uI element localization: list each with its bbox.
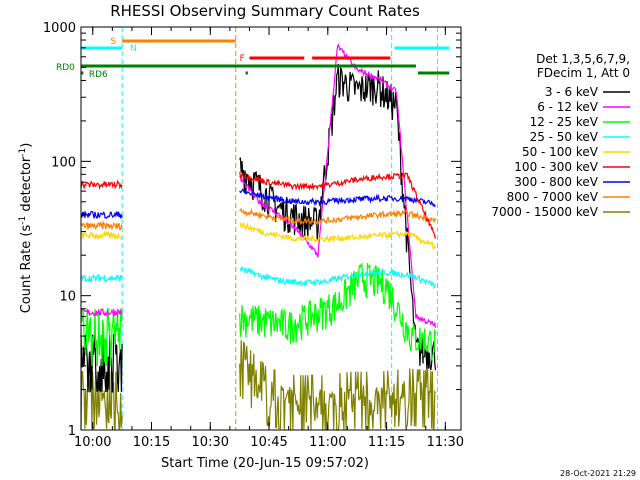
x-tick-label: 11:30 [427,435,464,450]
flag-label: S [110,37,116,47]
plot-area [80,27,450,431]
legend-label: 12 - 25 keV [530,115,599,129]
legend-header: Det 1,3,5,6,7,9, [536,52,630,66]
legend-header: FDecim 1, Att 0 [537,66,630,80]
legend: Det 1,3,5,6,7,9,FDecim 1, Att 0 3 - 6 keV… [491,52,630,219]
series-line [80,179,123,191]
y-tick-label: 1000 [43,21,76,36]
series-line [80,220,123,231]
timestamp: 28-Oct-2021 21:29 [560,469,636,478]
x-tick-label: 10:45 [250,435,287,450]
flag-label: RD6 [89,70,108,80]
legend-label: 7000 - 15000 keV [491,205,598,219]
series-line [80,210,123,219]
axes: S N F RD0 RD6 10:00 10:15 10:30 10:45 11:00 11:15 1… [43,21,464,450]
x-tick-label: 11:00 [309,435,346,450]
x-tick-label: 10:30 [192,435,229,450]
legend-label: 3 - 6 keV [545,85,599,99]
series-line [239,340,437,431]
legend-label: 100 - 300 keV [514,160,598,174]
legend-label: 6 - 12 keV [537,100,599,114]
series-line [239,262,437,361]
x-tick-label: 10:00 [74,435,111,450]
series-line [80,308,123,319]
series-line [239,43,437,328]
x-tick-label: 11:15 [368,435,405,450]
series-line [80,230,123,241]
x-axis-label: Start Time (20-Jun-15 09:57:02) [161,456,369,471]
y-axis-label: Count Rate (s-1 detector-1) [18,143,34,314]
plot-frame [80,26,462,431]
series-line [239,222,436,250]
flag-label: N [130,44,137,54]
series-line [80,308,123,366]
legend-label: 50 - 100 keV [522,145,599,159]
legend-label: 25 - 50 keV [530,130,599,144]
series-line [80,273,123,284]
legend-label: 800 - 7000 keV [507,190,599,204]
chart-title: RHESSI Observing Summary Count Rates [110,2,420,20]
series-line [239,172,437,239]
series-line [239,188,436,208]
legend-label: 300 - 800 keV [514,175,598,189]
y-tick-label: 100 [51,155,76,170]
series-line [239,266,437,290]
flag-label: F [240,54,245,64]
series-line [239,64,437,371]
y-tick-label: 10 [59,290,76,305]
x-tick-label: 10:15 [133,435,170,450]
y-tick-label: 1 [68,424,76,439]
flag-label: RD0 [56,63,75,73]
series-line [239,207,437,226]
